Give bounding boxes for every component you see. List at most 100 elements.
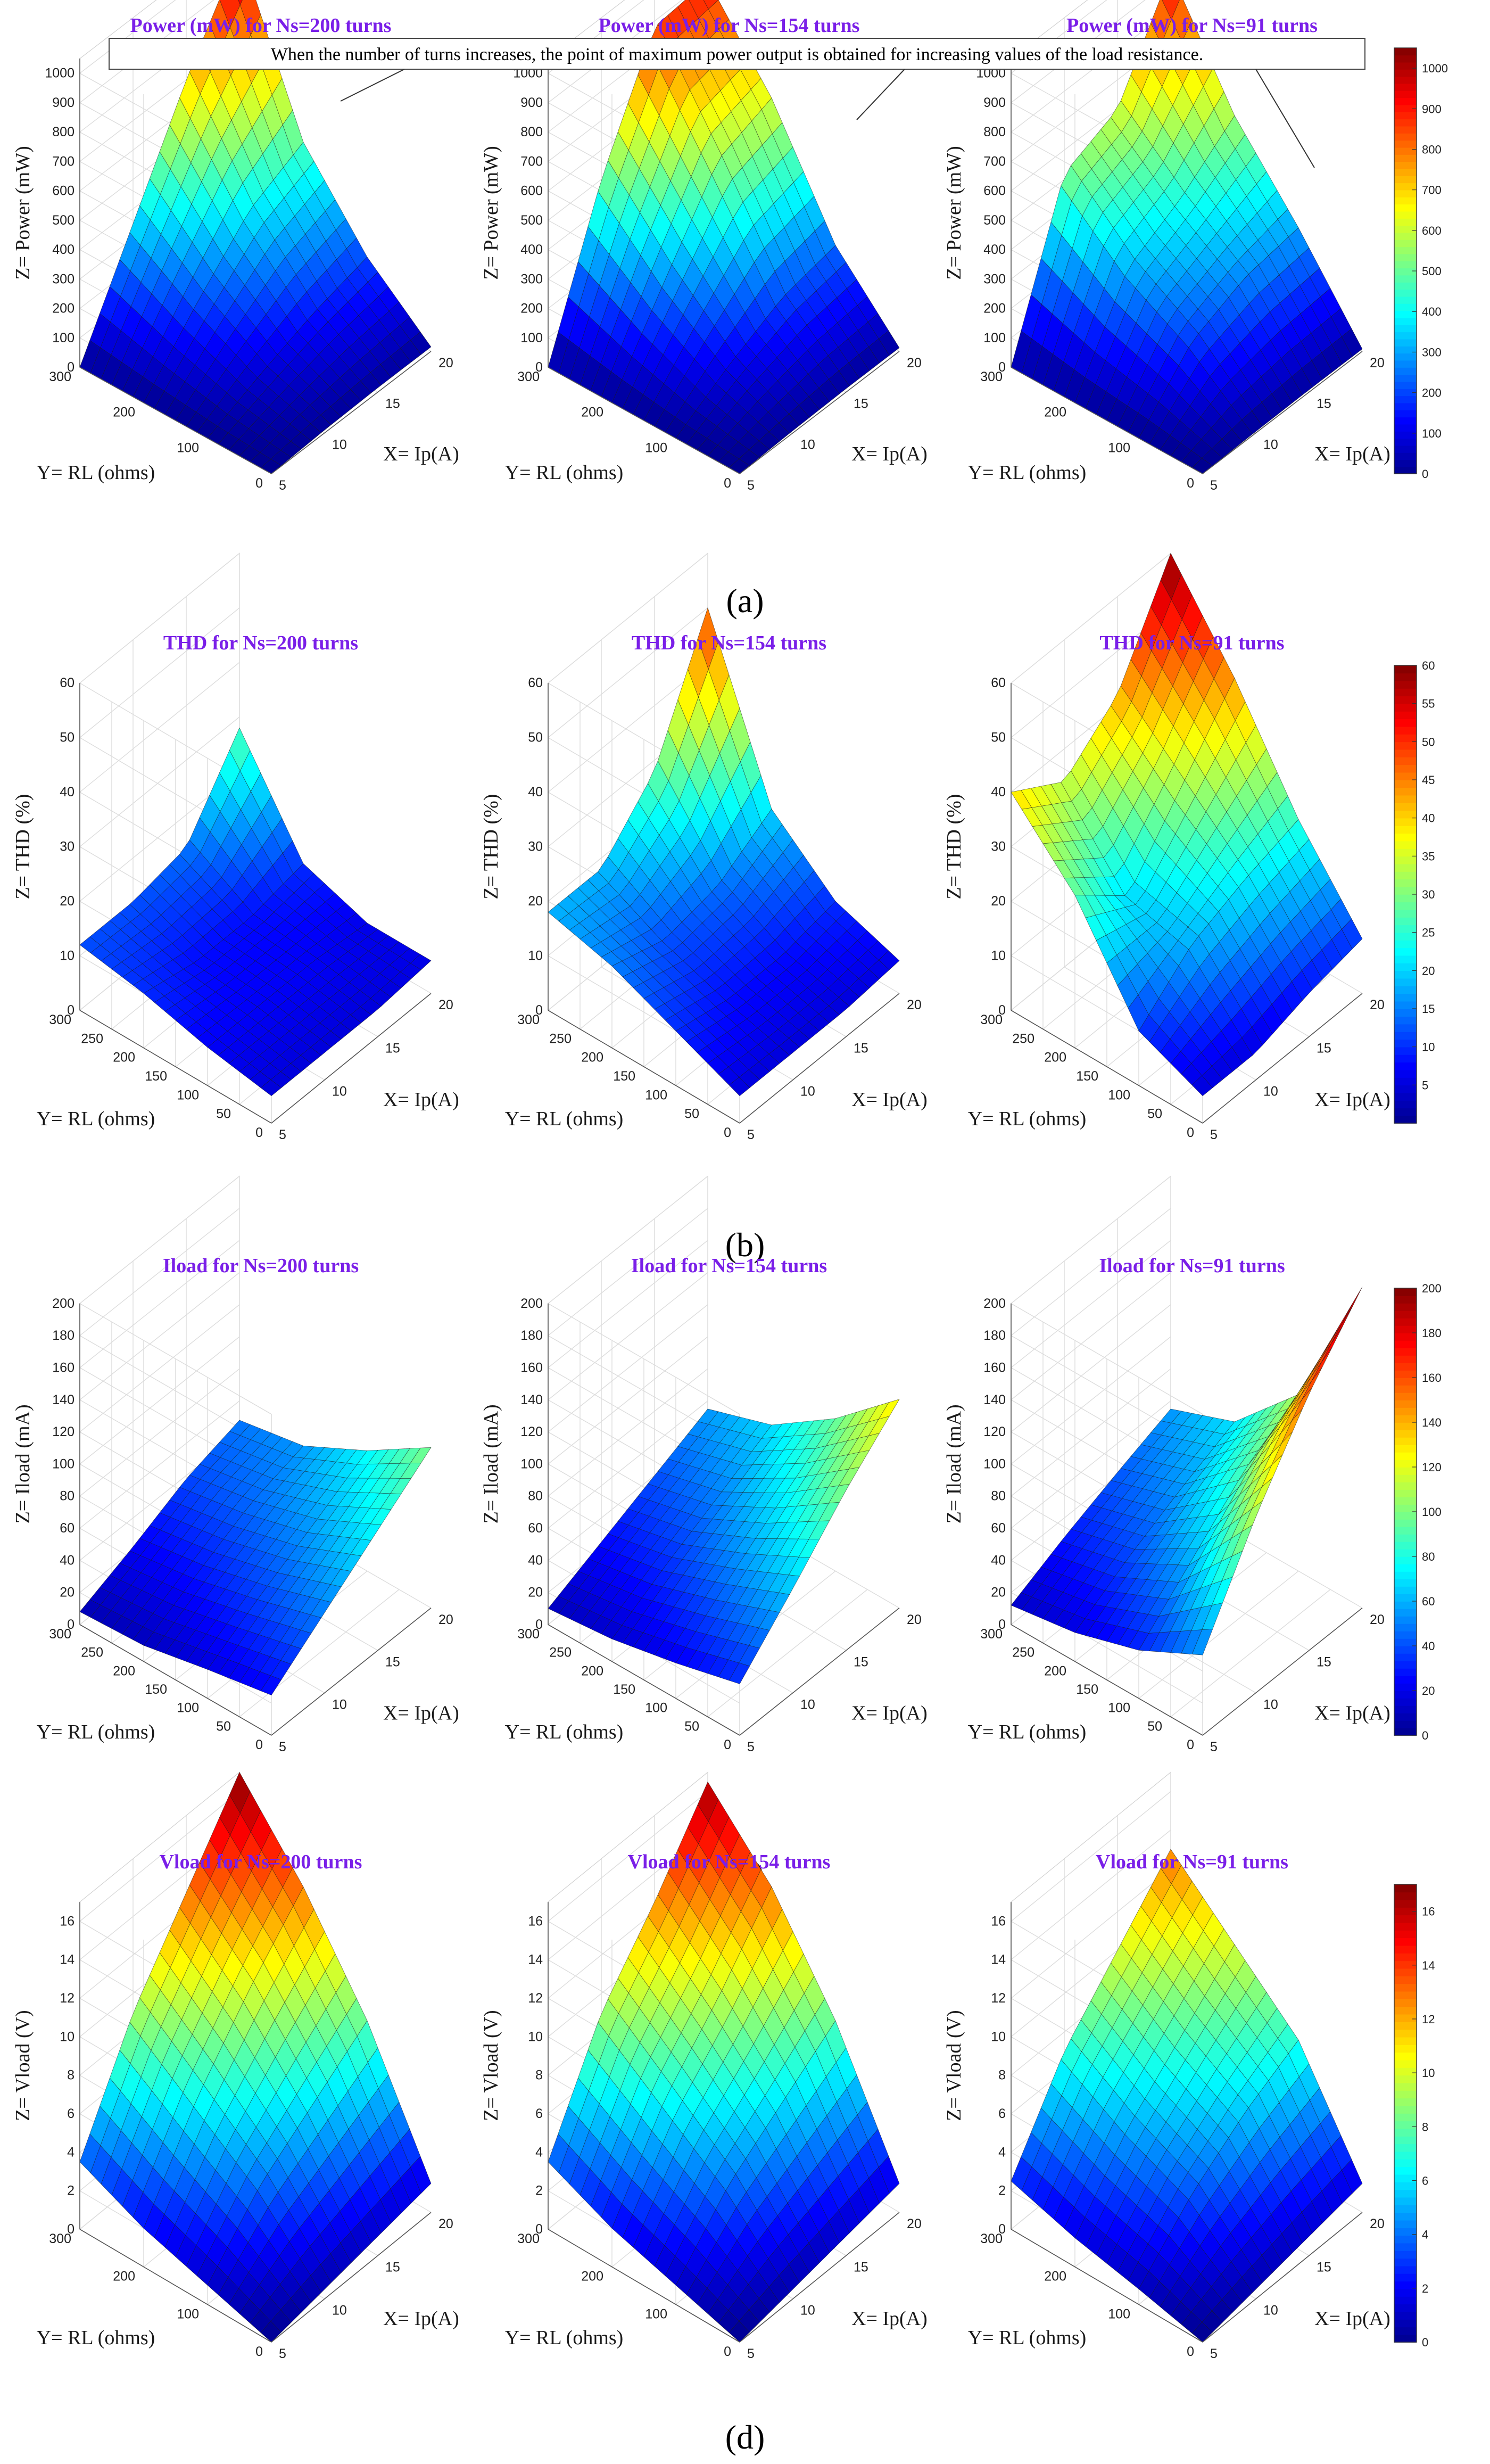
colorbar-band (1394, 2166, 1417, 2175)
colorbar-band (1394, 2022, 1417, 2030)
surface-facet (1311, 1342, 1332, 1377)
y-tick-label: 0 (1187, 1737, 1194, 1752)
colorbar-band (1394, 925, 1417, 933)
colorbar-tick-label: 100 (1422, 427, 1442, 440)
colorbar-band (1394, 1445, 1417, 1453)
z-tick-label: 900 (983, 95, 1006, 110)
y-tick-label: 200 (581, 405, 603, 420)
colorbar-band (1394, 1661, 1417, 1669)
z-tick-label: 10 (60, 2029, 74, 2044)
x-tick-label: 20 (1370, 998, 1385, 1012)
z-tick-label: 10 (991, 2029, 1006, 2044)
colorbar-tick-label: 140 (1422, 1416, 1442, 1429)
z-tick-label: 100 (52, 1456, 74, 1471)
z-tick-label: 200 (983, 1296, 1006, 1311)
colorbar-tick-label: 80 (1422, 1550, 1435, 1563)
y-axis-label: Y= RL (ohms) (37, 1108, 155, 1130)
y-tick-label: 0 (724, 2344, 731, 2359)
z-tick-label: 400 (52, 242, 74, 257)
x-tick-label: 10 (800, 437, 815, 452)
z-tick-label: 800 (520, 125, 543, 139)
colorbar-band (1394, 2037, 1417, 2045)
colorbar-band (1394, 1960, 1417, 1969)
colorbar-band (1394, 310, 1417, 318)
z-tick-label: 180 (520, 1328, 543, 1343)
y-tick-label: 100 (177, 1701, 199, 1716)
colorbar-band (1394, 1482, 1417, 1490)
y-tick-label: 200 (1044, 1663, 1066, 1678)
colorbar-band (1394, 1497, 1417, 1505)
annotation-arrow (1255, 69, 1315, 168)
colorbar-band (1394, 1653, 1417, 1661)
colorbar-band (1394, 1579, 1417, 1587)
z-tick-label: 180 (52, 1328, 74, 1343)
colorbar-band (1394, 1296, 1417, 1304)
colorbar-band (1394, 2189, 1417, 2198)
x-tick-label: 10 (1263, 437, 1278, 452)
x-axis-label: X= Ip(A) (1314, 1089, 1390, 1111)
colorbar-band (1394, 303, 1417, 311)
z-tick-label: 50 (60, 730, 74, 745)
z-tick-label: 140 (520, 1392, 543, 1407)
colorbar-band (1394, 2151, 1417, 2160)
z-tick-label: 0 (67, 1003, 74, 1018)
subplot-a-ns154: 5101520010020030001002003004005006007008… (480, 0, 928, 493)
y-tick-label: 250 (549, 1645, 572, 1660)
z-tick-label: 0 (535, 1003, 543, 1018)
colorbar-band (1394, 2067, 1417, 2076)
z-tick-label: 16 (528, 1914, 543, 1929)
colorbar-tick-label: 200 (1422, 1282, 1442, 1295)
z-tick-label: 160 (52, 1360, 74, 1375)
subplot-a-ns200: 5101520010020030001002003004005006007008… (12, 0, 459, 493)
colorbar-band (1394, 2288, 1417, 2297)
colorbar-band (1394, 1355, 1417, 1363)
y-axis-label: Y= RL (ohms) (968, 1721, 1087, 1743)
colorbar-band (1394, 757, 1417, 765)
colorbar-band (1394, 438, 1417, 446)
colorbar-tick-label: 35 (1422, 850, 1435, 863)
colorbar-tick-label: 16 (1422, 1905, 1435, 1918)
colorbar-band (1394, 1691, 1417, 1699)
colorbar-band (1394, 417, 1417, 425)
colorbar-tick-label: 8 (1422, 2120, 1428, 2133)
y-tick-label: 0 (1187, 1125, 1194, 1140)
x-tick-label: 15 (385, 1655, 400, 1670)
z-tick-label: 40 (528, 785, 543, 800)
colorbar-band (1394, 282, 1417, 290)
x-tick-label: 20 (438, 1612, 453, 1627)
colorbar-band (1394, 1556, 1417, 1564)
y-tick-label: 200 (113, 405, 135, 420)
colorbar-band (1394, 1108, 1417, 1116)
colorbar-band (1394, 1564, 1417, 1572)
z-tick-label: 60 (528, 1521, 543, 1536)
z-tick-label: 12 (991, 1991, 1006, 2006)
colorbar-band (1394, 325, 1417, 333)
colorbar-band (1394, 1930, 1417, 1939)
colorbar-band (1394, 711, 1417, 720)
subplot-c-ns200: 5101520050100150200250300020406080100120… (12, 1175, 459, 1754)
z-tick-label: 60 (60, 1521, 74, 1536)
colorbar-band (1394, 2212, 1417, 2221)
subplot-b-ns200: 51015200501001502002503000102030405060X=… (12, 553, 459, 1142)
colorbar-band (1394, 1938, 1417, 1946)
x-tick-label: 5 (1210, 1740, 1218, 1754)
colorbar-band (1394, 232, 1417, 240)
y-tick-label: 300 (517, 1012, 540, 1027)
colorbar-tick-label: 180 (1422, 1326, 1442, 1340)
x-tick-label: 20 (1370, 356, 1385, 370)
subplot-b-ns91: 51015200501001502002503000102030405060X=… (943, 553, 1390, 1142)
colorbar-band (1394, 1915, 1417, 1923)
colorbar-tick-label: 900 (1422, 102, 1442, 116)
colorbar-tick-label: 600 (1422, 224, 1442, 237)
x-tick-label: 5 (747, 2346, 755, 2361)
z-tick-label: 14 (60, 1952, 74, 1967)
z-tick-label: 30 (991, 839, 1006, 854)
subplot-title: Vload for Ns=91 turns (1096, 1851, 1288, 1873)
colorbar-band (1394, 2205, 1417, 2213)
x-tick-label: 20 (1370, 1612, 1385, 1627)
y-axis-label: Y= RL (ohms) (37, 2327, 155, 2349)
colorbar-band (1394, 452, 1417, 460)
y-axis-label: Y= RL (ohms) (968, 462, 1087, 484)
x-tick-label: 20 (438, 998, 453, 1012)
